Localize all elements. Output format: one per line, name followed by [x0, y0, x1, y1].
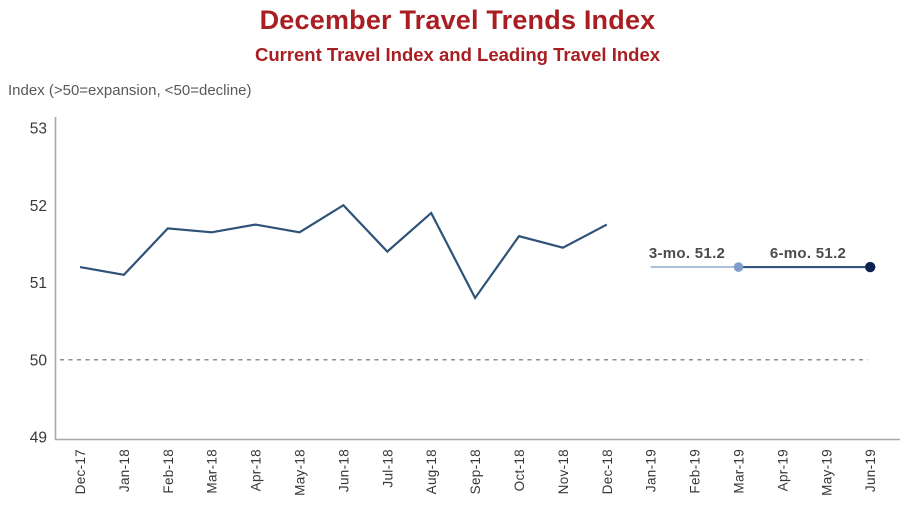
x-tick-label: Feb-18	[161, 449, 176, 494]
x-tick-label: Mar-19	[732, 449, 747, 494]
x-tick-label: Nov-18	[556, 449, 571, 494]
y-tick-label: 49	[30, 430, 47, 447]
x-tick-label: Jan-18	[117, 449, 132, 492]
x-tick-label: Jun-19	[863, 449, 878, 492]
x-tick-label: May-19	[819, 449, 834, 496]
x-tick-label: Apr-19	[775, 449, 790, 491]
x-tick-label: Dec-18	[600, 449, 615, 494]
forecast-label-6mo: 6-mo. 51.2	[769, 245, 847, 262]
x-tick-label: Jan-19	[644, 449, 659, 492]
x-tick-label: Jun-18	[336, 449, 351, 492]
y-axis-note: Index (>50=expansion, <50=decline)	[8, 82, 252, 99]
page-subtitle: Current Travel Index and Leading Travel …	[254, 44, 661, 65]
y-tick-label: 51	[30, 275, 47, 292]
x-tick-label: Aug-18	[424, 449, 439, 494]
forecast-label-3mo: 3-mo. 51.2	[648, 245, 726, 262]
x-tick-label: Sep-18	[468, 449, 483, 494]
x-tick-label: May-18	[293, 449, 308, 496]
y-tick-label: 52	[30, 198, 47, 215]
x-tick-label: Apr-18	[249, 449, 264, 491]
forecast-dot-3mo	[733, 262, 744, 272]
x-tick-label: Feb-19	[688, 449, 703, 494]
x-tick-label: Dec-17	[73, 449, 88, 494]
current-travel-index-line	[79, 203, 608, 301]
y-tick-label: 50	[30, 352, 48, 369]
y-tick-label: 53	[30, 121, 47, 138]
x-tick-label: Jul-18	[380, 449, 395, 488]
forecast-dot-6mo	[865, 261, 876, 273]
page-title: December Travel Trends Index	[259, 5, 656, 35]
x-tick-label: Oct-18	[512, 449, 527, 491]
x-tick-label: Mar-18	[205, 449, 220, 494]
